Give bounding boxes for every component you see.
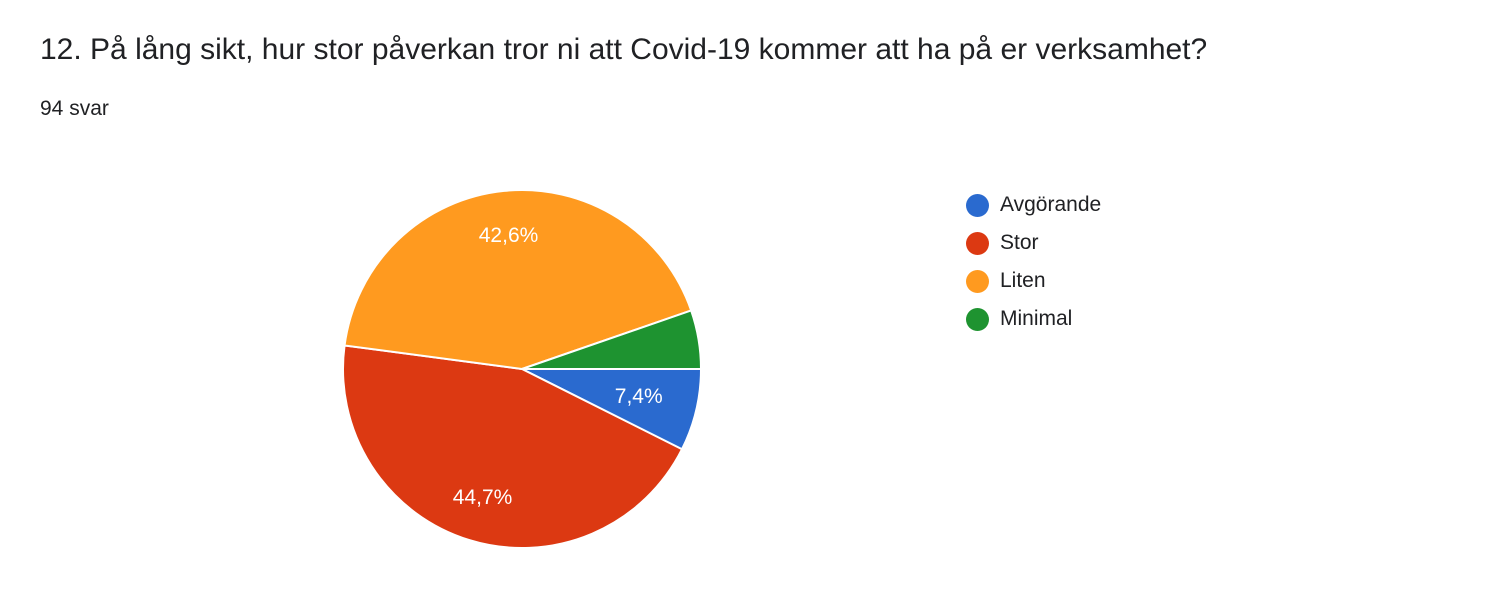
legend-swatch-icon (966, 269, 989, 293)
pie-slices (342, 189, 703, 549)
slice-label-liten: 42,6% (479, 224, 539, 247)
pie-slice-liten[interactable] (343, 189, 693, 371)
legend-item-stor[interactable]: Stor (966, 224, 1101, 262)
pie-slice-minimal[interactable] (521, 309, 703, 370)
legend-swatch-icon (966, 307, 989, 331)
legend-item-minimal[interactable]: Minimal (966, 300, 1101, 338)
pie-slice-stor[interactable] (342, 344, 684, 549)
legend-label: Avgörande (1000, 193, 1102, 216)
pie-slice-labels: 7,4% 44,7% 42,6% (453, 224, 663, 509)
legend-item-avgorande[interactable]: Avgörande (966, 186, 1101, 224)
question-title: 12. På lång sikt, hur stor påverkan tror… (40, 33, 1208, 66)
slice-label-stor: 44,7% (453, 486, 513, 509)
legend-swatch-icon (966, 193, 989, 217)
legend-label: Liten (1000, 269, 1046, 292)
legend-label: Minimal (1000, 307, 1073, 330)
legend-swatch-icon (966, 231, 989, 255)
slice-label-avgorande: 7,4% (615, 385, 663, 408)
legend-item-liten[interactable]: Liten (966, 262, 1101, 300)
response-count: 94 svar (40, 97, 109, 120)
chart-legend: Avgörande Stor Liten Minimal (966, 186, 1101, 338)
legend-label: Stor (1000, 231, 1039, 254)
